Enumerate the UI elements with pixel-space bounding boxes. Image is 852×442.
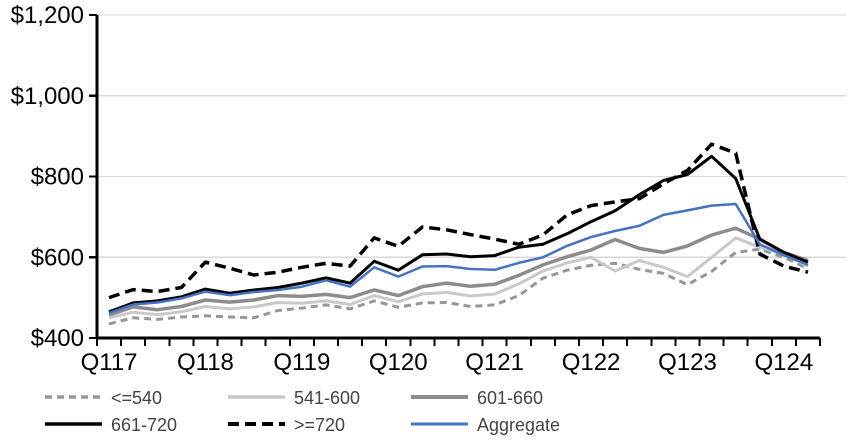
series-line-aggregate xyxy=(108,202,809,315)
x-axis-label: Q122 xyxy=(562,349,621,376)
series-line-le-540 xyxy=(108,247,809,326)
legend-label-541-600: 541-600 xyxy=(294,388,360,408)
legend-label-ge-720: >=720 xyxy=(294,415,345,435)
series-line-661-720 xyxy=(108,154,809,314)
legend-label-aggregate: Aggregate xyxy=(477,415,560,435)
y-axis-label: $600 xyxy=(31,244,84,271)
legend-label-le-540: <=540 xyxy=(111,388,162,408)
legend-label-661-720: 661-720 xyxy=(111,415,177,435)
legend-label-601-660: 601-660 xyxy=(477,388,543,408)
series-line-601-660 xyxy=(108,226,809,317)
series-line-ge-720 xyxy=(108,142,809,300)
x-axis-label: Q121 xyxy=(465,349,524,376)
x-axis-label: Q124 xyxy=(754,349,813,376)
x-axis-label: Q118 xyxy=(177,349,234,376)
y-axis-label: $800 xyxy=(31,164,84,191)
x-axis-label: Q119 xyxy=(273,349,330,376)
y-axis-label: $1,000 xyxy=(11,83,84,110)
x-axis-label: Q120 xyxy=(369,349,428,376)
x-axis-label: Q123 xyxy=(658,349,717,376)
series-line-541-600 xyxy=(108,236,809,320)
y-axis-label: $400 xyxy=(31,325,84,352)
y-axis-label: $1,200 xyxy=(11,2,84,29)
x-axis-label: Q117 xyxy=(81,349,138,376)
